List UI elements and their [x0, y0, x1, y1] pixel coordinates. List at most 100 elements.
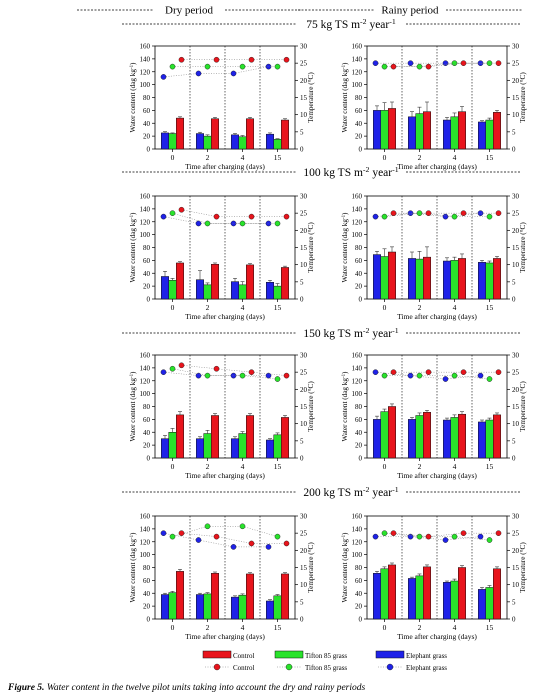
y2-tick-label: 25 — [512, 210, 520, 218]
bar-control — [176, 414, 184, 459]
bar-control — [211, 263, 219, 300]
y-tick-label: 0 — [359, 296, 363, 304]
y-tick-label: 160 — [140, 352, 151, 360]
y2-tick-label: 25 — [512, 530, 520, 538]
temp-point-control — [425, 369, 432, 375]
temp-point-control — [460, 369, 467, 375]
temp-point-tifton — [381, 530, 388, 536]
bar-control — [423, 256, 431, 300]
bar-tifton — [415, 113, 424, 150]
bar-elephant — [231, 281, 239, 300]
y-tick-label: 120 — [352, 377, 363, 385]
y-tick-label: 80 — [355, 244, 363, 252]
y-axis-title: Water content (dag kg-1) — [341, 62, 349, 133]
bar-tifton — [380, 411, 389, 459]
temp-connector — [163, 532, 199, 541]
y-tick-label: 60 — [143, 257, 151, 265]
x-tick-label: 15 — [274, 153, 282, 162]
y-tick-label: 20 — [143, 283, 151, 291]
legend-bar-swatch-elephant — [375, 650, 405, 659]
legend-point-label-tifton: Tifton 85 grass — [305, 664, 347, 672]
temp-point-control — [283, 372, 290, 379]
bar-control — [388, 108, 396, 150]
bar-elephant — [373, 419, 381, 459]
bar-tifton — [238, 433, 247, 459]
y-tick-label: 120 — [140, 218, 151, 226]
x-axis-title: Time after charging (days) — [185, 162, 265, 171]
temp-point-tifton — [451, 60, 458, 66]
y2-axis-title: Temperature (°C) — [307, 72, 315, 123]
y2-tick-label: 5 — [512, 128, 516, 136]
x-axis-title: Time after charging (days) — [185, 312, 265, 321]
bar-elephant — [408, 578, 416, 620]
y-tick-label: 100 — [352, 390, 363, 398]
y-axis-title: Water content (dag kg-1) — [129, 532, 137, 603]
x-tick-label: 15 — [486, 153, 494, 162]
bar-tifton — [450, 417, 459, 459]
temp-connector — [163, 216, 199, 224]
y2-tick-label: 20 — [512, 227, 520, 235]
bar-tifton — [450, 260, 459, 300]
bar-tifton — [238, 136, 247, 150]
temp-point-elephant — [442, 213, 449, 220]
temp-point-tifton — [169, 533, 176, 540]
bar-elephant — [196, 594, 204, 620]
y-tick-label: 120 — [140, 377, 151, 385]
x-tick-label: 4 — [241, 462, 245, 471]
y-tick-label: 40 — [143, 270, 151, 278]
y2-axis-title: Temperature (°C) — [519, 222, 527, 273]
y-tick-label: 100 — [140, 551, 151, 559]
temp-point-elephant — [407, 60, 414, 66]
temp-point-elephant — [160, 369, 167, 375]
legend-bar-label-control: Control — [233, 652, 254, 660]
y2-tick-label: 30 — [300, 193, 308, 201]
y-axis-title: Water content (dag kg-1) — [341, 371, 349, 442]
temp-point-tifton — [204, 220, 211, 227]
y-tick-label: 0 — [359, 455, 363, 463]
bar-elephant — [161, 132, 169, 150]
y2-tick-label: 25 — [300, 210, 308, 218]
x-tick-label: 2 — [418, 462, 422, 471]
x-tick-label: 15 — [274, 623, 282, 632]
x-tick-label: 0 — [171, 303, 175, 312]
bar-elephant — [443, 119, 451, 150]
y2-tick-label: 30 — [512, 193, 520, 201]
y2-tick-label: 10 — [512, 261, 520, 269]
y-tick-label: 0 — [147, 146, 151, 154]
x-tick-label: 0 — [171, 153, 175, 162]
x-axis-title: Time after charging (days) — [397, 471, 477, 480]
y-tick-label: 0 — [147, 616, 151, 624]
temp-point-elephant — [477, 210, 484, 216]
temp-connector — [172, 526, 208, 537]
bar-control — [176, 117, 184, 150]
y2-tick-label: 10 — [512, 111, 520, 119]
y2-tick-label: 0 — [300, 296, 304, 304]
temp-connector — [445, 375, 481, 380]
temp-point-control — [390, 530, 397, 536]
y2-axis-title: Temperature (°C) — [519, 72, 527, 123]
temp-point-control — [213, 365, 220, 372]
temp-point-elephant — [442, 376, 449, 382]
temp-point-elephant — [160, 213, 167, 220]
x-tick-label: 0 — [383, 153, 387, 162]
y-tick-label: 80 — [143, 403, 151, 411]
x-tick-label: 15 — [486, 303, 494, 312]
bar-elephant — [478, 262, 486, 300]
temp-point-elephant — [230, 544, 237, 550]
bar-tifton — [273, 595, 282, 620]
y-tick-label: 160 — [352, 513, 363, 521]
temp-connector — [428, 532, 464, 537]
y2-tick-label: 0 — [512, 296, 516, 304]
bar-elephant — [373, 254, 381, 300]
y-tick-label: 80 — [143, 564, 151, 572]
legend-point-marker-elephant — [386, 663, 394, 671]
x-tick-label: 0 — [383, 462, 387, 471]
x-axis-title: Time after charging (days) — [185, 471, 265, 480]
temp-connector — [163, 73, 199, 78]
y-tick-label: 40 — [143, 429, 151, 437]
y2-tick-label: 15 — [300, 244, 308, 252]
